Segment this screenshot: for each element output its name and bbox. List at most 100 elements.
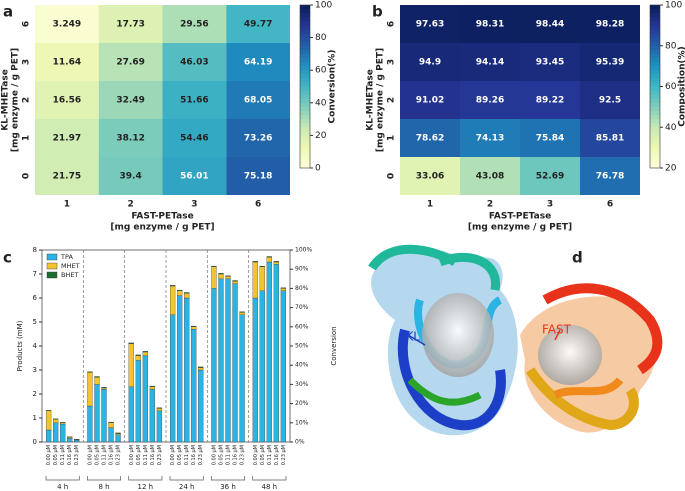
colorbar-segment	[650, 131, 660, 136]
heatmap-cell	[35, 119, 99, 157]
colorbar-segment	[650, 9, 660, 14]
colorbar-tick-label: 0	[315, 164, 321, 174]
bar-segment	[218, 273, 224, 279]
cell-label: 78.62	[416, 134, 444, 144]
heatmap-cell	[460, 43, 520, 81]
bar-segment	[280, 290, 287, 443]
colorbar-segment	[300, 131, 310, 136]
x-tick-label: 0.16 μM	[150, 445, 156, 465]
legend-swatch	[46, 253, 58, 261]
bar-segment	[156, 407, 163, 409]
heatmap-cell	[400, 157, 460, 195]
colorbar-segment	[650, 98, 660, 104]
group-bracket	[252, 476, 287, 481]
bar-segment	[239, 312, 245, 315]
colorbar-tick-label: 60	[665, 82, 677, 92]
heatmap-cell	[226, 43, 290, 81]
y2-tick-label: 20%	[295, 400, 309, 407]
cell-label: 73.26	[244, 134, 272, 144]
x-tick-label: 0.16 μM	[233, 445, 239, 465]
bar-segment	[128, 386, 134, 443]
group-label: 8 h	[98, 483, 109, 491]
bar-segment	[280, 288, 287, 291]
colorbar-segment	[300, 143, 310, 149]
colorbar-segment	[300, 25, 310, 30]
bar-segment	[266, 257, 272, 263]
heatmap-cell	[400, 5, 460, 43]
colorbar-segment	[650, 29, 660, 35]
bar-segment	[156, 410, 163, 443]
heatmap-cell	[580, 119, 640, 157]
bar-segment	[169, 285, 176, 287]
heatmap-cell	[460, 119, 520, 157]
heatmap-cell	[162, 43, 227, 81]
colorbar-segment	[300, 5, 310, 10]
x-tick-label: 0.23 μM	[281, 445, 287, 465]
x-tick-label: 6	[607, 200, 613, 210]
legend-label: MHET	[61, 262, 80, 270]
bar-segment	[273, 261, 279, 265]
group-label: 48 h	[262, 483, 278, 491]
colorbar-tick-label: 80	[315, 33, 327, 43]
cell-label: 76.78	[596, 172, 624, 182]
colorbar-segment	[650, 119, 660, 124]
structure-label: FAST	[542, 323, 572, 337]
bar-segment	[169, 285, 176, 315]
y-tick-label: 6	[33, 294, 38, 302]
y-axis-label: Products (mM)	[16, 320, 24, 371]
bar-segment	[87, 405, 93, 443]
x-tick-label: 0.11 μM	[102, 445, 108, 465]
bar-segment	[149, 386, 155, 390]
x-tick-label: 0.11 μM	[226, 445, 232, 465]
cell-label: 93.45	[536, 58, 564, 68]
x-tick-label: 1	[64, 200, 70, 210]
colorbar-segment	[650, 41, 660, 47]
colorbar-segment	[650, 159, 660, 165]
x-tick-label: 2	[487, 200, 493, 210]
colorbar-tick-label: 20	[315, 131, 327, 141]
cell-label: 39.4	[120, 172, 142, 182]
cell-label: 29.56	[180, 20, 208, 30]
cell-label: 92.5	[599, 96, 621, 106]
bar-segment	[128, 343, 134, 387]
heatmap-cell	[460, 81, 520, 119]
heatmap-cell	[35, 43, 99, 81]
cell-label: 49.77	[244, 20, 272, 30]
bar-segment	[239, 311, 245, 313]
x-axis-label: [mg enzyme / g PET]	[110, 223, 214, 233]
y-tick-label: 5	[33, 318, 37, 326]
y2-tick-label: 90%	[295, 266, 309, 273]
colorbar-segment	[650, 143, 660, 149]
cell-label: 38.12	[116, 134, 144, 144]
colorbar-segment	[650, 25, 660, 30]
colorbar-segment	[300, 106, 310, 112]
x-tick-label: 0.00 μM	[170, 445, 176, 465]
colorbar-segment	[650, 163, 660, 169]
bar-segment	[184, 297, 190, 443]
bar-segment	[184, 292, 190, 294]
heatmap-cell	[520, 119, 580, 157]
bar-segment	[259, 290, 265, 443]
bar-segment	[53, 422, 59, 443]
colorbar-segment	[300, 9, 310, 14]
heatmap-cell	[580, 81, 640, 119]
colorbar-segment	[650, 110, 660, 116]
colorbar-label: Conversion(%)	[328, 50, 338, 124]
group-label: 36 h	[220, 483, 236, 491]
cell-label: 74.13	[476, 134, 504, 144]
colorbar-frame	[299, 4, 311, 169]
colorbar-segment	[300, 17, 310, 22]
y2-axis-label: Conversion	[330, 326, 338, 365]
x-tick-label: 0.11 μM	[267, 445, 273, 465]
x-tick-label: 0.00 μM	[253, 445, 259, 465]
x-tick-label: 0.23 μM	[198, 445, 204, 465]
x-tick-label: 0.11 μM	[60, 445, 66, 465]
colorbar-segment	[650, 115, 660, 120]
colorbar-segment	[650, 45, 660, 51]
cell-label: 27.69	[116, 58, 144, 68]
y-tick-label: 6	[387, 21, 397, 27]
cell-label: 52.69	[536, 172, 564, 182]
bar-segment	[252, 261, 258, 263]
bar-segment	[225, 278, 231, 443]
colorbar-segment	[300, 115, 310, 120]
